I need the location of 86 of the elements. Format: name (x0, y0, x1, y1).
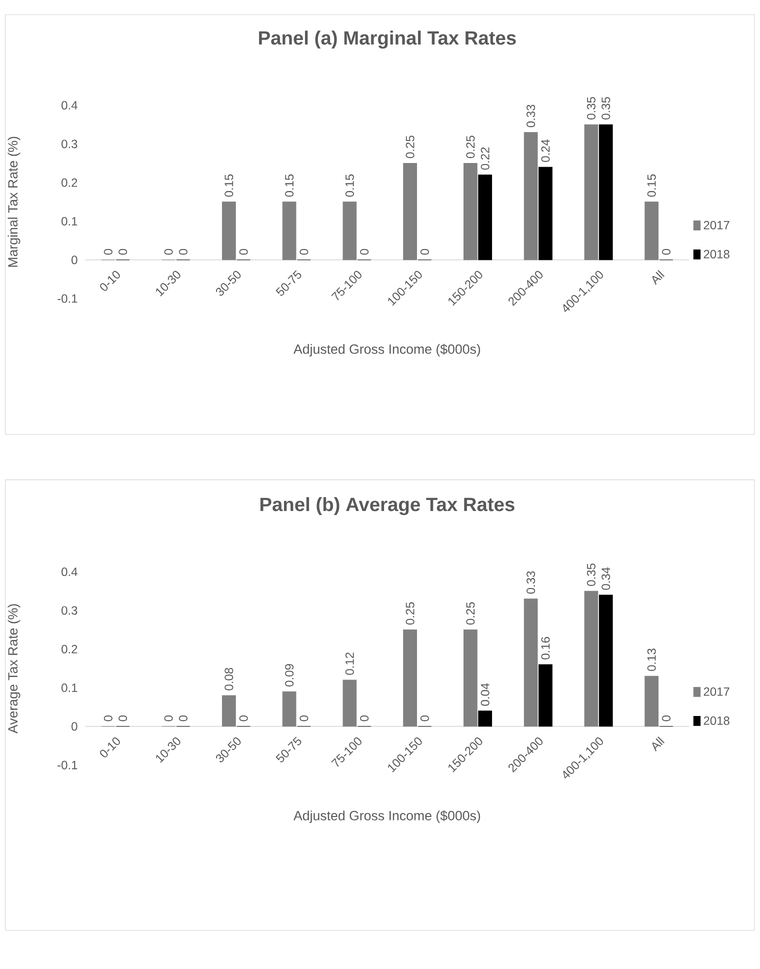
legend-label: 2018 (704, 250, 730, 258)
x-axis-title: Adjusted Gross Income ($000s) (294, 344, 480, 356)
data-label: 0 (164, 248, 173, 255)
bar (599, 124, 613, 260)
data-label: 0 (300, 248, 308, 255)
bar (222, 695, 236, 727)
bar (464, 163, 478, 260)
data-label: 0.22 (480, 147, 490, 170)
bar (464, 630, 478, 727)
y-axis-title: Average Tax Rate (%) (8, 604, 20, 734)
data-label: 0 (239, 248, 248, 255)
chart-title: Panel (b) Average Tax Rates (260, 497, 514, 516)
y-tick-label: 0.2 (62, 178, 78, 187)
bar (524, 132, 538, 260)
data-label: 0 (300, 715, 308, 722)
bar (478, 174, 492, 260)
data-label: 0 (360, 715, 369, 722)
bar (644, 676, 659, 727)
data-label: 0.15 (224, 174, 234, 197)
x-axis-title: Adjusted Gross Income ($000s) (294, 810, 480, 823)
legend-label: 2017 (704, 220, 730, 230)
data-label: 0.15 (285, 174, 294, 197)
y-tick-label: 0.1 (62, 684, 78, 692)
bar (644, 202, 659, 260)
bar (403, 163, 418, 260)
bar (222, 202, 236, 260)
data-label: 0 (104, 248, 113, 255)
data-label: 0.34 (602, 567, 610, 590)
data-label: 0 (420, 715, 430, 722)
y-tick-label: 0.1 (62, 216, 78, 226)
y-tick-label: 0 (72, 256, 78, 264)
bar (584, 590, 598, 727)
y-tick-label: 0.2 (62, 644, 78, 654)
bar (524, 598, 538, 727)
y-tick-label: 0.3 (62, 606, 78, 615)
data-label: 0 (179, 248, 188, 255)
bar (403, 630, 418, 727)
data-label: 0 (662, 248, 671, 255)
data-label: 0.13 (647, 648, 656, 671)
data-label: 0.25 (406, 136, 414, 158)
data-label: 0 (662, 715, 671, 722)
data-label: 0.35 (587, 564, 596, 586)
bar (538, 664, 553, 727)
data-label: 0.24 (541, 139, 550, 162)
y-tick-label: -0.1 (58, 760, 78, 770)
y-tick-label: 0 (72, 722, 78, 731)
data-label: 0.35 (587, 97, 596, 120)
legend-label: 2017 (704, 687, 730, 696)
bar (538, 166, 553, 260)
bar (282, 691, 296, 727)
x-tick-label: All (652, 736, 665, 752)
data-label: 0 (118, 715, 128, 722)
bar (342, 680, 357, 727)
data-label: 0.25 (466, 602, 475, 625)
bar (599, 594, 613, 727)
chart-title: Panel (a) Marginal Tax Rates (259, 30, 516, 49)
data-label: 0.08 (224, 668, 234, 690)
bar (478, 710, 492, 727)
data-label: 0.12 (346, 652, 354, 675)
data-label: 0 (239, 715, 248, 722)
data-label: 0 (179, 715, 188, 722)
x-tick-label: All (652, 270, 665, 285)
data-label: 0 (360, 248, 369, 255)
bar (584, 124, 598, 260)
bar (282, 202, 296, 260)
data-label: 0.33 (526, 104, 536, 128)
data-label: 0 (104, 715, 113, 722)
data-label: 0.16 (541, 637, 550, 660)
y-tick-label: -0.1 (58, 294, 78, 303)
data-label: 0 (164, 715, 173, 722)
data-label: 0.09 (285, 664, 294, 686)
data-label: 0 (420, 248, 430, 255)
data-label: 0 (118, 248, 128, 255)
data-label: 0.35 (602, 97, 610, 120)
bar (342, 202, 357, 260)
data-label: 0.15 (647, 174, 656, 197)
y-tick-label: 0.3 (62, 140, 78, 148)
legend-label: 2018 (704, 716, 730, 725)
y-tick-label: 0.4 (62, 101, 78, 110)
data-label: 0.04 (480, 683, 490, 706)
y-tick-label: 0.4 (62, 568, 78, 576)
data-label: 0.15 (346, 174, 354, 197)
data-label: 0.33 (526, 571, 536, 594)
data-label: 0.25 (466, 136, 475, 158)
data-label: 0.25 (406, 602, 414, 625)
y-axis-title: Marginal Tax Rate (%) (8, 136, 20, 267)
